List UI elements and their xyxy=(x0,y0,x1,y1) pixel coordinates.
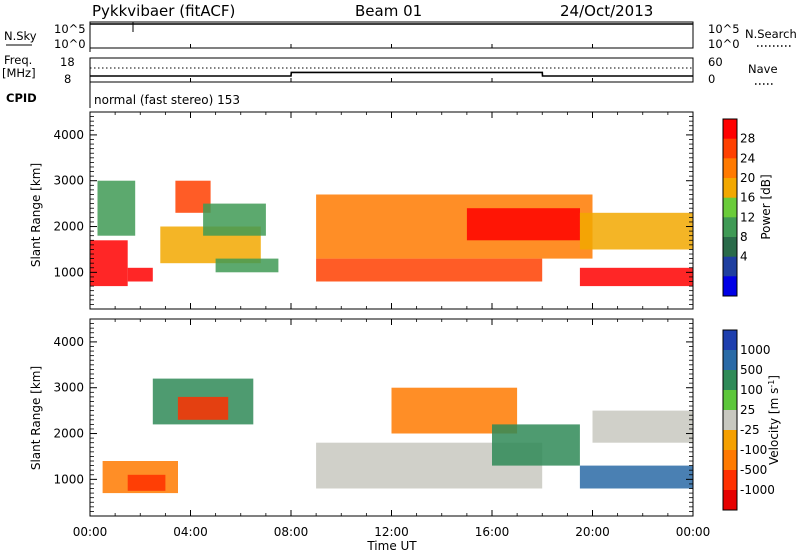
power-ytick-2: 2000 xyxy=(53,220,84,234)
vel-region-7 xyxy=(579,465,693,489)
velocity-ytick-3: 1000 xyxy=(53,472,84,486)
x-tick-6: 00:00 xyxy=(676,525,711,539)
power-colorbar-tick-3: 16 xyxy=(740,191,755,205)
nsearch-tick-bottom: 10^0 xyxy=(708,37,740,51)
velocity-colorbar-tick-0: 1000 xyxy=(740,343,771,357)
velocity-colorbar-cell-2 xyxy=(723,370,737,391)
freq-label-bottom: [MHz] xyxy=(2,66,36,80)
power-regions-region-0 xyxy=(90,240,128,287)
freq-series-line xyxy=(90,71,693,77)
power-regions-region-2 xyxy=(97,180,136,236)
power-colorbar-cell-3 xyxy=(723,178,737,199)
velocity-colorbar-cell-6 xyxy=(723,450,737,471)
nsky-label: N.Sky xyxy=(4,29,37,43)
power-regions-region-5 xyxy=(203,203,266,236)
power-heatmap xyxy=(90,180,693,287)
power-colorbar-cell-2 xyxy=(723,158,737,179)
power-colorbar-tick-4: 12 xyxy=(740,210,755,224)
power-colorbar-cell-0 xyxy=(723,119,737,140)
velocity-heatmap xyxy=(102,378,693,494)
velocity-colorbar-cell-8 xyxy=(723,490,737,511)
nave-tick-top: 60 xyxy=(708,55,723,69)
power-ylabel: Slant Range [km] xyxy=(29,163,43,267)
power-colorbar-cell-7 xyxy=(723,256,737,277)
velocity-ytick-1: 3000 xyxy=(53,381,84,395)
velocity-colorbar-tick-5: -100 xyxy=(740,443,767,457)
vel-region-3 xyxy=(177,396,229,420)
power-colorbar-tick-1: 24 xyxy=(740,151,755,165)
x-tick-1: 04:00 xyxy=(173,525,208,539)
power-colorbar-tick-5: 8 xyxy=(740,230,748,244)
x-tick-4: 16:00 xyxy=(475,525,510,539)
nsearch-label: N.Search xyxy=(745,27,797,41)
beam-title: Beam 01 xyxy=(355,2,422,20)
station-title: Pykkvibaer (fitACF) xyxy=(92,2,235,20)
nave-tick-bottom: 0 xyxy=(708,72,715,86)
power-regions-region-12 xyxy=(579,212,693,250)
velocity-ytick-2: 2000 xyxy=(53,427,84,441)
power-colorbar-cell-6 xyxy=(723,237,737,258)
x-tick-2: 08:00 xyxy=(274,525,309,539)
vel-region-6 xyxy=(492,424,580,466)
x-tick-5: 20:00 xyxy=(575,525,610,539)
velocity-colorbar-cell-4 xyxy=(723,410,737,431)
velocity-colorbar-tick-1: 500 xyxy=(740,363,763,377)
vel-region-1 xyxy=(127,474,166,491)
power-regions-region-6 xyxy=(215,258,279,273)
velocity-colorbar-tick-4: -25 xyxy=(740,423,760,437)
cpid-text: normal (fast stereo) 153 xyxy=(94,93,240,107)
velocity-colorbar-cell-3 xyxy=(723,390,737,411)
velocity-colorbar-cell-5 xyxy=(723,430,737,451)
power-colorbar-tick-6: 4 xyxy=(740,250,748,264)
freq-tick-top: 18 xyxy=(60,55,75,69)
power-regions-region-7 xyxy=(316,258,543,282)
velocity-colorbar-cell-1 xyxy=(723,350,737,371)
power-ytick-0: 4000 xyxy=(53,128,84,142)
freq-label-top: Freq. xyxy=(4,53,32,67)
freq-tick-bottom: 8 xyxy=(64,72,71,86)
nave-label: Nave xyxy=(748,62,778,76)
velocity-ytick-0: 4000 xyxy=(53,335,84,349)
power-colorbar-tick-2: 20 xyxy=(740,171,755,185)
x-axis-label: Time UT xyxy=(366,539,417,553)
date-title: 24/Oct/2013 xyxy=(560,2,653,20)
velocity-colorbar-tick-3: 25 xyxy=(740,403,755,417)
velocity-ylabel: Slant Range [km] xyxy=(29,366,43,470)
nsearch-tick-top: 10^5 xyxy=(708,22,740,36)
power-colorbar-cell-4 xyxy=(723,197,737,218)
velocity-colorbar: 1000 500 100 25 -25 -100 -500 -1000 xyxy=(723,330,775,511)
velocity-colorbar-tick-7: -1000 xyxy=(740,483,775,497)
velocity-colorbar-tick-6: -500 xyxy=(740,463,767,477)
power-regions-region-10 xyxy=(466,208,580,241)
power-colorbar-tick-0: 28 xyxy=(740,132,755,146)
x-tick-0: 00:00 xyxy=(73,525,108,539)
power-colorbar-cell-1 xyxy=(723,138,737,159)
power-ytick-3: 1000 xyxy=(53,265,84,279)
power-regions-region-11 xyxy=(579,267,693,287)
power-ytick-1: 3000 xyxy=(53,174,84,188)
x-axis: 00:00 04:00 08:00 12:00 16:00 20:00 00:00 xyxy=(73,44,711,539)
velocity-colorbar-cell-0 xyxy=(723,330,737,351)
power-colorbar-label: Power [dB] xyxy=(759,174,773,239)
power-regions-region-1 xyxy=(127,267,153,282)
power-regions-region-8 xyxy=(316,194,392,259)
power-colorbar-cell-5 xyxy=(723,217,737,238)
velocity-colorbar-tick-2: 100 xyxy=(740,383,763,397)
cpid-label: CPID xyxy=(6,91,37,105)
nsky-tick-bottom: 10^0 xyxy=(54,37,86,51)
x-tick-3: 12:00 xyxy=(374,525,409,539)
nsky-tick-top: 10^5 xyxy=(54,22,86,36)
velocity-colorbar-cell-7 xyxy=(723,470,737,491)
power-colorbar: 28 24 20 16 12 8 4 xyxy=(723,119,755,297)
velocity-colorbar-label: Velocity [m s-1] xyxy=(767,375,782,465)
power-colorbar-cell-8 xyxy=(723,276,737,297)
vel-region-8 xyxy=(592,410,693,443)
